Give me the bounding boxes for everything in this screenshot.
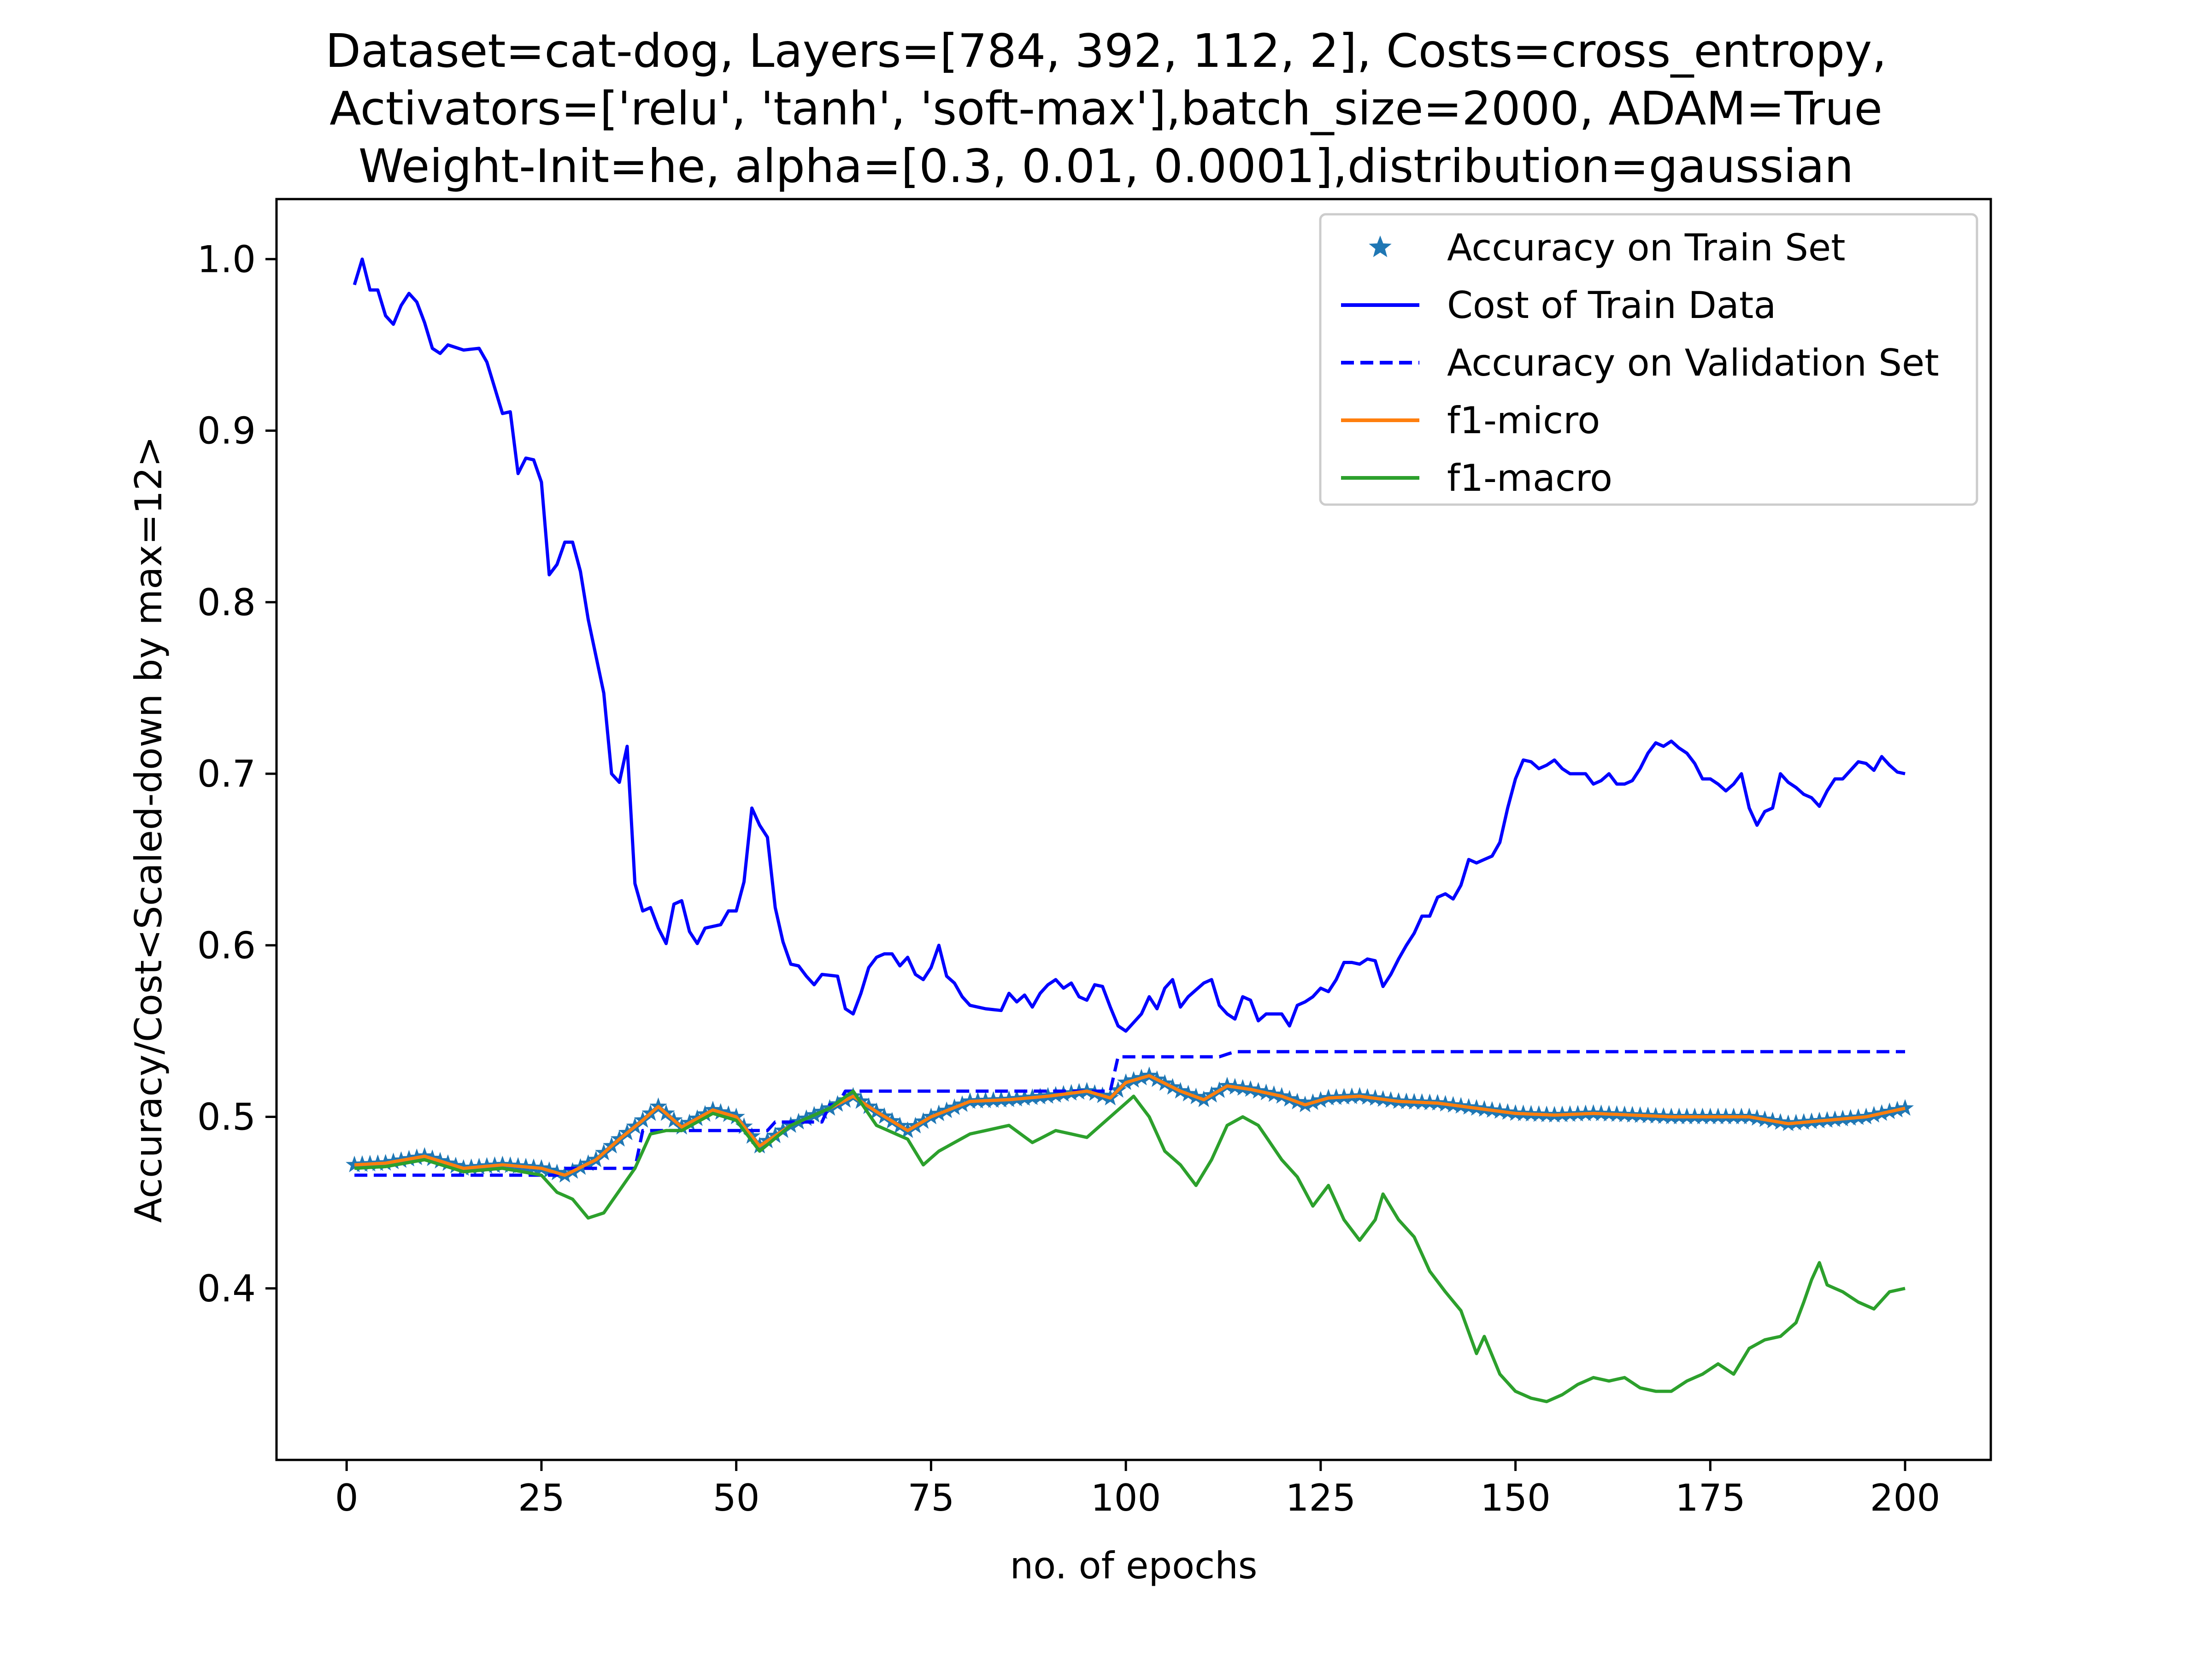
series-line-f1-micro [354,1074,1906,1177]
y-tick-label: 1.0 [197,238,256,281]
data-point [1896,1099,1914,1116]
x-axis-label: no. of epochs [1010,1544,1258,1587]
y-tick-label: 0.6 [197,924,256,967]
x-tick-label: 125 [1285,1477,1356,1519]
y-axis: 0.4 0.5 0.6 0.7 0.8 0.9 1.0 [197,238,276,1310]
y-tick-label: 0.9 [197,410,256,453]
y-axis-label: Accuracy/Cost<Scaled-down by max=12> [127,436,170,1223]
legend-label-f1-macro: f1-macro [1447,457,1612,500]
legend-marker [1369,235,1392,257]
x-tick-label: 100 [1091,1477,1161,1519]
chart-title-line-1: Dataset=cat-dog, Layers=[784, 392, 112, … [325,24,1887,78]
x-axis: 0 25 50 75 100 125 150 175 200 [335,1460,1941,1519]
series-line-f1-macro [354,1089,1906,1403]
y-tick-label: 0.4 [197,1267,256,1310]
y-tick-label: 0.8 [197,581,256,624]
legend-box [1319,213,1978,506]
x-tick-label: 0 [335,1477,359,1519]
legend: Accuracy on Train Set Cost of Train Data… [1319,213,1978,506]
legend-label-validation-accuracy: Accuracy on Validation Set [1447,341,1939,384]
legend-label-train-accuracy: Accuracy on Train Set [1447,226,1846,269]
legend-label-train-cost: Cost of Train Data [1447,284,1776,327]
series-line-cost-of-train-data [353,257,1906,1033]
y-tick-label: 0.5 [197,1096,256,1139]
x-tick-label: 50 [713,1477,760,1519]
x-tick-label: 25 [518,1477,565,1519]
legend-keys [1341,235,1419,480]
x-tick-label: 150 [1480,1477,1551,1519]
chart-title: Dataset=cat-dog, Layers=[784, 392, 112, … [325,24,1887,193]
chart-title-line-3: Weight-Init=he, alpha=[0.3, 0.01, 0.0001… [359,139,1854,193]
plot-series [346,257,1914,1403]
plot-frame [275,198,1992,1461]
chart-title-line-2: Activators=['relu', 'tanh', 'soft-max'],… [329,82,1883,135]
x-tick-label: 200 [1870,1477,1941,1519]
legend-label-f1-micro: f1-micro [1447,399,1600,442]
x-tick-label: 175 [1675,1477,1746,1519]
y-tick-label: 0.7 [197,753,256,795]
x-tick-label: 75 [907,1477,954,1519]
series-line-accuracy-on-validation-set [354,1050,1905,1177]
